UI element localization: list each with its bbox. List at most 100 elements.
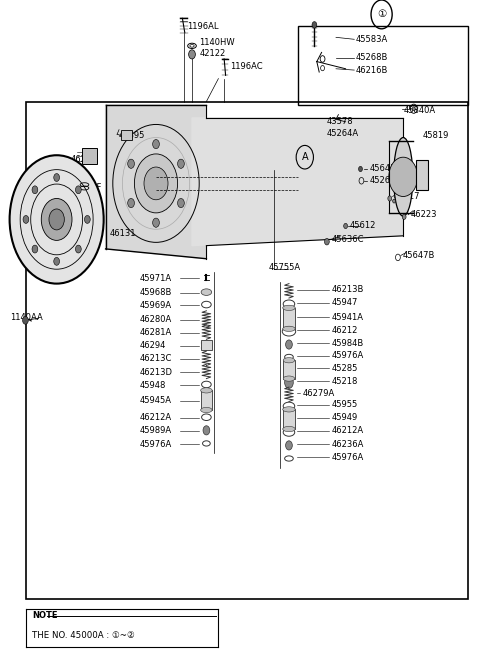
Text: 45976A: 45976A [331,351,363,360]
Circle shape [49,209,64,230]
Polygon shape [192,118,403,246]
Text: 46223: 46223 [410,210,437,219]
Text: 46131: 46131 [109,229,136,238]
Ellipse shape [394,138,413,216]
Ellipse shape [201,407,212,413]
Circle shape [144,167,168,200]
Circle shape [178,198,184,208]
Text: 46517: 46517 [394,192,420,201]
Text: 45840A: 45840A [403,105,435,115]
Bar [283,308,295,329]
Text: A: A [301,152,308,162]
Circle shape [412,107,415,111]
Text: 46213D: 46213D [139,367,172,377]
Circle shape [389,157,418,196]
Circle shape [203,426,210,435]
Text: 45984B: 45984B [331,339,363,348]
Circle shape [388,196,392,201]
Circle shape [41,198,72,240]
Text: 45941A: 45941A [331,312,363,322]
Text: 46281A: 46281A [139,328,171,337]
Text: 46212: 46212 [331,326,358,335]
Text: 1196AL: 1196AL [187,22,219,31]
Circle shape [54,257,60,265]
Text: 45100: 45100 [29,221,55,231]
Text: 45948: 45948 [139,381,166,390]
Circle shape [32,186,38,194]
Text: 45971A: 45971A [139,274,171,283]
Text: 46212A: 46212A [139,413,171,422]
Text: 45947: 45947 [331,298,358,307]
Text: 45969A: 45969A [139,301,171,310]
Text: 45612: 45612 [349,221,376,231]
Text: 45266F: 45266F [71,183,102,192]
Ellipse shape [283,426,295,432]
Text: 45819: 45819 [422,131,449,140]
Text: 45968B: 45968B [139,288,171,297]
Text: THE NO. 45000A : ①~②: THE NO. 45000A : ①~② [32,631,135,640]
Text: 42122: 42122 [199,49,226,58]
Circle shape [286,441,292,450]
Text: 46280A: 46280A [139,315,171,324]
Text: 46218: 46218 [71,155,97,164]
Circle shape [359,166,362,172]
Bar [283,409,295,429]
Ellipse shape [283,326,295,331]
Text: 1140HW: 1140HW [199,38,235,47]
Text: 45895: 45895 [119,131,145,140]
Text: 46216B: 46216B [355,66,387,75]
Circle shape [75,186,81,194]
Text: 1140AA: 1140AA [11,313,43,322]
Text: 45755A: 45755A [269,263,301,272]
Text: 45643B: 45643B [370,164,402,174]
Text: NOTE: NOTE [32,611,58,620]
Circle shape [128,198,134,208]
Polygon shape [106,105,206,259]
Text: 46212A: 46212A [331,426,363,436]
Text: 45265C: 45265C [370,176,402,185]
Circle shape [32,245,38,253]
Ellipse shape [283,407,295,412]
Bar [201,340,212,350]
Circle shape [23,215,29,223]
Text: ①: ① [377,9,386,20]
Bar [283,360,295,379]
Circle shape [23,316,28,324]
Bar [201,390,212,410]
Ellipse shape [283,376,295,381]
Circle shape [75,245,81,253]
Circle shape [285,377,293,388]
Circle shape [312,22,317,28]
Text: 45976A: 45976A [139,440,171,449]
Text: 45285: 45285 [331,364,358,373]
Circle shape [189,50,195,59]
Circle shape [393,199,396,203]
Circle shape [178,159,184,168]
Ellipse shape [283,358,295,363]
Circle shape [84,215,90,223]
Text: 46294: 46294 [139,341,166,350]
Text: 45989A: 45989A [139,426,171,436]
Bar [298,26,468,105]
Circle shape [402,214,406,219]
Text: 45955: 45955 [331,400,358,409]
Circle shape [10,155,104,284]
Text: 46213C: 46213C [139,354,171,364]
Ellipse shape [201,289,212,295]
Text: 45583A: 45583A [355,35,387,44]
Text: 45976A: 45976A [331,453,363,462]
Circle shape [286,340,292,349]
Text: 45949: 45949 [331,413,358,422]
Text: 45647B: 45647B [402,251,434,260]
Text: 45218: 45218 [331,377,358,386]
Circle shape [54,174,60,181]
Circle shape [134,154,178,213]
Ellipse shape [201,388,212,393]
Ellipse shape [283,305,295,310]
Text: 46213B: 46213B [331,285,363,294]
Text: 43578: 43578 [326,117,353,126]
Text: 46236A: 46236A [331,440,363,449]
Text: 1196AC: 1196AC [230,62,263,71]
Circle shape [128,159,134,168]
Circle shape [153,140,159,149]
